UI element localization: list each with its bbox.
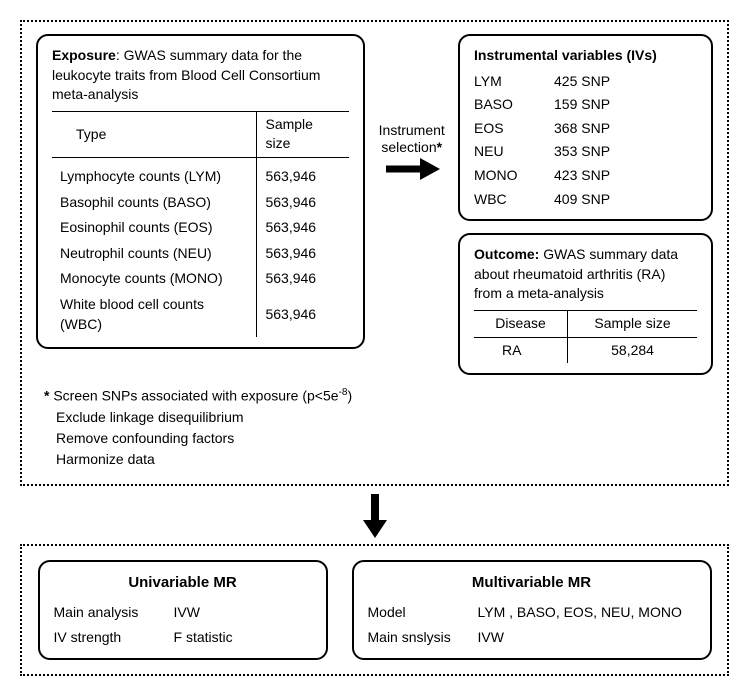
ivs-key: NEU xyxy=(474,142,554,162)
ivs-val: 423 SNP xyxy=(554,166,697,186)
ivs-key: WBC xyxy=(474,190,554,210)
table-row: Monocyte counts (MONO)563,946 xyxy=(52,266,349,292)
footnote-line-4: Harmonize data xyxy=(44,449,713,470)
asterisk: * xyxy=(437,139,442,155)
exposure-col-sample: Sample size xyxy=(257,111,349,157)
footnote-block: * Screen SNPs associated with exposure (… xyxy=(44,385,713,470)
top-dotted-container: Exposure: GWAS summary data for the leuk… xyxy=(20,20,729,486)
multi-kv: ModelLYM , BASO, EOS, NEU, MONO Main sns… xyxy=(368,603,696,648)
uni-title: Univariable MR xyxy=(54,572,312,593)
uni-v1: IVW xyxy=(174,603,312,623)
arrow-right-icon xyxy=(384,156,440,182)
bottom-dotted-container: Univariable MR Main analysisIVW IV stren… xyxy=(20,544,729,676)
right-column: Instrumental variables (IVs) LYM425 SNP … xyxy=(458,34,713,375)
footnote-line-1: * Screen SNPs associated with exposure (… xyxy=(44,385,713,407)
multi-v1: LYM , BASO, EOS, NEU, MONO xyxy=(478,603,696,623)
multi-v2: IVW xyxy=(478,628,696,648)
exposure-title-prefix: Exposure xyxy=(52,47,116,63)
outcome-title: Outcome: GWAS summary data about rheumat… xyxy=(474,245,697,304)
footnote-line-2: Exclude linkage disequilibrium xyxy=(44,407,713,428)
ivs-val: 368 SNP xyxy=(554,119,697,139)
ivs-key: EOS xyxy=(474,119,554,139)
exposure-title: Exposure: GWAS summary data for the leuk… xyxy=(52,46,349,105)
univariable-box: Univariable MR Main analysisIVW IV stren… xyxy=(38,560,328,660)
middle-column: Instrument selection* xyxy=(375,34,448,182)
multivariable-box: Multivariable MR ModelLYM , BASO, EOS, N… xyxy=(352,560,712,660)
table-row: White blood cell counts (WBC)563,946 xyxy=(52,292,349,337)
ivs-key: BASO xyxy=(474,95,554,115)
uni-v2: F statistic xyxy=(174,628,312,648)
outcome-col-disease: Disease xyxy=(474,310,568,337)
footnote-line-3: Remove confounding factors xyxy=(44,428,713,449)
instrument-selection-label: Instrument selection* xyxy=(379,122,445,156)
uni-kv: Main analysisIVW IV strengthF statistic xyxy=(54,603,312,648)
ivs-val: 353 SNP xyxy=(554,142,697,162)
ivs-key: LYM xyxy=(474,72,554,92)
uni-k1: Main analysis xyxy=(54,603,174,623)
multi-k2: Main snslysis xyxy=(368,628,478,648)
ivs-title: Instrumental variables (IVs) xyxy=(474,46,697,66)
exposure-table: Type Sample size Lymphocyte counts (LYM)… xyxy=(52,111,349,337)
table-row: Basophil counts (BASO)563,946 xyxy=(52,190,349,216)
outcome-table: Disease Sample size RA 58,284 xyxy=(474,310,697,363)
multi-title: Multivariable MR xyxy=(368,572,696,593)
ivs-key: MONO xyxy=(474,166,554,186)
multi-k1: Model xyxy=(368,603,478,623)
row-top: Exposure: GWAS summary data for the leuk… xyxy=(36,34,713,375)
table-row: RA 58,284 xyxy=(474,337,697,363)
exposure-box: Exposure: GWAS summary data for the leuk… xyxy=(36,34,365,349)
outcome-box: Outcome: GWAS summary data about rheumat… xyxy=(458,233,713,375)
ivs-val: 159 SNP xyxy=(554,95,697,115)
table-row: Eosinophil counts (EOS)563,946 xyxy=(52,215,349,241)
table-row: Neutrophil counts (NEU)563,946 xyxy=(52,241,349,267)
table-row: Lymphocyte counts (LYM)563,946 xyxy=(52,164,349,190)
ivs-val: 409 SNP xyxy=(554,190,697,210)
outcome-title-prefix: Outcome: xyxy=(474,246,539,262)
ivs-val: 425 SNP xyxy=(554,72,697,92)
uni-k2: IV strength xyxy=(54,628,174,648)
outcome-col-sample: Sample size xyxy=(568,310,697,337)
exposure-col-type: Type xyxy=(52,111,257,157)
arrow-down-wrap xyxy=(20,492,729,538)
ivs-grid: LYM425 SNP BASO159 SNP EOS368 SNP NEU353… xyxy=(474,72,697,210)
ivs-box: Instrumental variables (IVs) LYM425 SNP … xyxy=(458,34,713,221)
arrow-down-icon xyxy=(360,492,390,538)
